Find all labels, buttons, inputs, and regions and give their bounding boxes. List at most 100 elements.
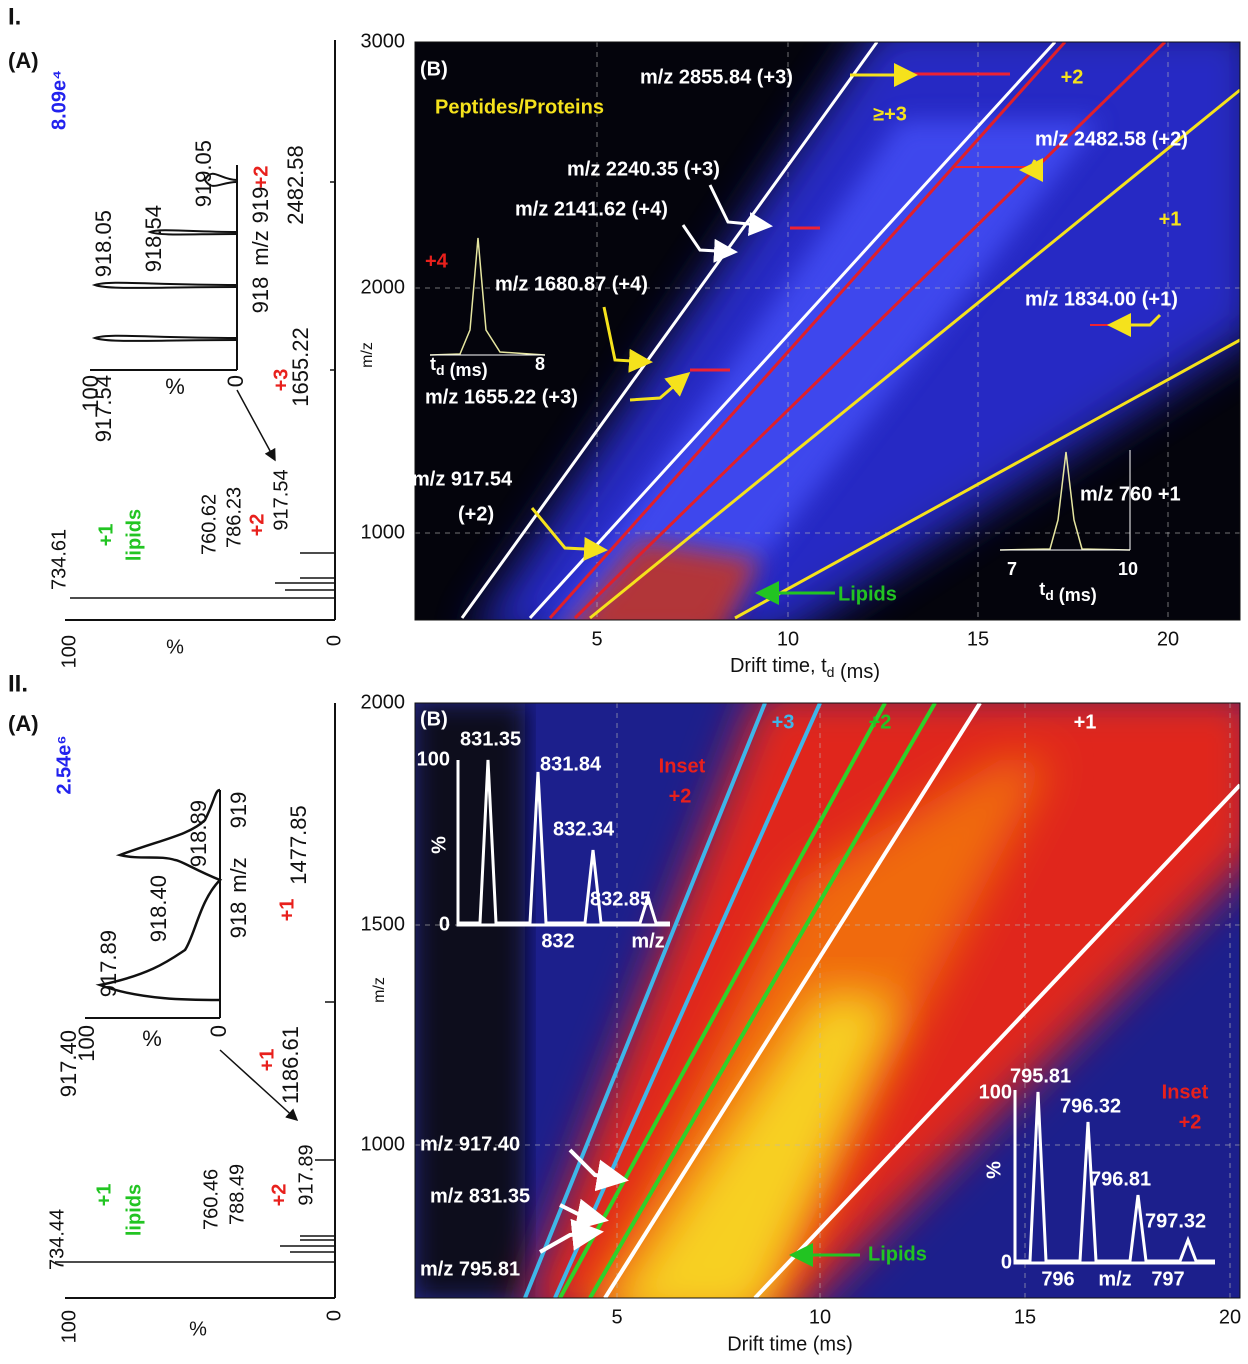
label: 917.89: [96, 930, 121, 997]
label: 788.49: [226, 1164, 248, 1225]
label: 918.89: [186, 800, 211, 867]
label: %: [189, 1318, 207, 1340]
label: 917.89: [295, 1144, 317, 1205]
label: 100: [78, 375, 103, 412]
label-part: d: [1045, 587, 1054, 603]
label: (B): [420, 58, 448, 80]
label: 10: [1118, 559, 1138, 579]
label: 832: [541, 930, 574, 952]
label: m/z: [631, 930, 664, 952]
label: Inset: [659, 755, 706, 777]
label: 786.23: [223, 487, 245, 548]
label: 0: [1001, 1251, 1012, 1273]
label: 917.54: [270, 469, 292, 530]
label: +2: [246, 514, 268, 537]
label: 15: [967, 628, 989, 650]
label-part: (ms): [445, 360, 488, 380]
label: 15: [1014, 1306, 1036, 1328]
label: m/z 917.54: [412, 468, 513, 490]
label: m/z 760 +1: [1080, 483, 1181, 505]
label: 20: [1219, 1306, 1241, 1328]
label: 100: [58, 635, 80, 668]
heatmap-1: [415, 42, 1240, 620]
label: Inset: [1162, 1081, 1209, 1103]
label: 919: [226, 792, 251, 829]
label: 832.85: [590, 888, 651, 910]
label: 5: [611, 1306, 622, 1328]
label: +4: [425, 250, 449, 272]
label: +1: [95, 524, 117, 547]
label: +3: [270, 369, 292, 392]
label: m/z 2240.35 (+3): [567, 158, 720, 180]
heatmap-2: [415, 703, 1240, 1298]
label: Peptides/Proteins: [435, 96, 604, 118]
label: 918.40: [146, 875, 171, 942]
label: m/z: [248, 230, 273, 265]
label: 734.61: [48, 529, 70, 590]
label: 10: [809, 1306, 831, 1328]
label: +2: [250, 166, 272, 189]
label-part: d: [827, 664, 835, 680]
label: %: [166, 636, 184, 658]
label: 5: [591, 628, 602, 650]
label: +2: [1061, 66, 1084, 88]
label: (A): [8, 48, 39, 73]
label: 1500: [361, 913, 406, 935]
label: m/z 795.81: [420, 1258, 520, 1280]
label: td (ms): [430, 354, 488, 380]
label: 1000: [361, 521, 406, 543]
label: 734.44: [46, 1209, 68, 1270]
label: 831.84: [540, 753, 602, 775]
label: +3: [772, 711, 795, 733]
label: +1: [1074, 711, 1097, 733]
label: 2000: [361, 276, 406, 298]
label: 796: [1041, 1268, 1074, 1290]
label: 797.32: [1145, 1210, 1206, 1232]
label: 100: [58, 1310, 80, 1343]
label: m/z 2141.62 (+4): [515, 198, 668, 220]
label: Drift time, td (ms): [730, 655, 880, 683]
label-part: t: [1039, 579, 1045, 599]
label: 2482.58: [283, 145, 308, 225]
label: +2: [869, 711, 892, 733]
label: %: [428, 836, 450, 854]
label: 8.09e⁴: [48, 70, 70, 130]
label: 0: [323, 635, 345, 646]
label: m/z 2482.58 (+2): [1035, 128, 1188, 150]
label: m/z 2855.84 (+3): [640, 66, 793, 88]
label: 10: [777, 628, 799, 650]
label: m/z 831.35: [430, 1185, 530, 1207]
spectrum-1: [65, 40, 336, 621]
label: (+2): [458, 503, 494, 525]
label: %: [165, 374, 185, 399]
label: 760.46: [200, 1169, 222, 1230]
label: lipids: [123, 1184, 145, 1236]
arrows-1: [530, 63, 1162, 605]
label: ≥+3: [873, 103, 907, 125]
label: 796.32: [1060, 1095, 1121, 1117]
label: 100: [74, 1025, 99, 1062]
label: m/z: [359, 342, 376, 368]
label: I.: [8, 3, 21, 30]
label: 1477.85: [286, 805, 311, 885]
label: 797: [1151, 1268, 1184, 1290]
label: 918: [226, 902, 251, 939]
label: m/z 917.40: [420, 1133, 520, 1155]
label: +2: [268, 1184, 290, 1207]
label: Drift time (ms): [727, 1333, 853, 1355]
label: Lipids: [868, 1243, 927, 1265]
label: m/z 1655.22 (+3): [425, 386, 578, 408]
label: 1655.22: [288, 327, 313, 407]
label: 760.62: [198, 494, 220, 555]
label: 918: [248, 277, 273, 314]
label-part: t: [430, 354, 436, 374]
label: m/z: [226, 857, 251, 892]
label: m/z 1680.87 (+4): [495, 273, 648, 295]
label: +2: [669, 785, 692, 807]
label-part: d: [436, 362, 445, 378]
label: td (ms): [1039, 579, 1097, 605]
label: 0: [439, 913, 450, 935]
label: +1: [256, 1049, 278, 1072]
label: Lipids: [838, 583, 897, 605]
